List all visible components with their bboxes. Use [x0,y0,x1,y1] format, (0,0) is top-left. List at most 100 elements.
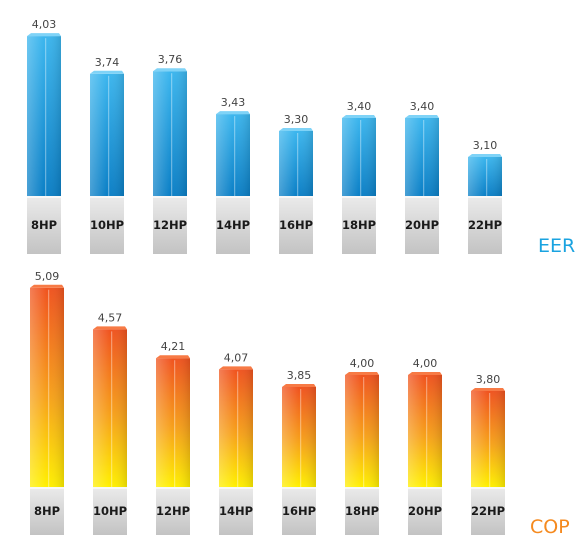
cop-category-label: 16HP [282,504,316,518]
cop-value-label: 3,85 [287,369,312,382]
cop-bar-shade [471,391,505,487]
cop-bar-shade [93,329,127,487]
cop-bar-base-block [219,487,253,535]
eer-bar [153,68,187,196]
eer-bar-base-block [342,196,376,254]
cop-value-label: 4,07 [224,351,249,364]
cop-category-label: 22HP [471,504,505,518]
eer-bar [27,33,61,196]
eer-bar-base [90,196,124,254]
cop-bar-base-rim [471,487,505,489]
cop-bar-base-rim [156,487,190,489]
cop-bar-base [93,487,127,535]
eer-bar [468,154,502,196]
eer-bar-cap [27,33,61,37]
eer-bar-base-block [405,196,439,254]
cop-bar-base [345,487,379,535]
eer-bar-base-block [90,196,124,254]
cop-category-label: 12HP [156,504,190,518]
cop-bar [219,366,253,487]
cop-bar-base [219,487,253,535]
cop-bar-base-block [156,487,190,535]
eer-value-label: 3,40 [347,100,372,113]
eer-bar-base [342,196,376,254]
cop-bar-shade [219,369,253,487]
cop-bar-base-rim [30,487,64,489]
eer-chart: 4,03 8HP 3,74 10HP 3,76 12HP 3,43 14HP 3,30 16HP 3… [27,18,502,254]
cop-bar-base [408,487,442,535]
eer-bar-base-block [27,196,61,254]
cop-category-label: 20HP [408,504,442,518]
eer-value-label: 3,10 [473,139,498,152]
cop-bar-cap [156,355,190,359]
cop-bar-base-rim [219,487,253,489]
eer-category-label: 18HP [342,218,376,232]
eer-bar-base [216,196,250,254]
cop-bar-cap [408,372,442,375]
cop-bar-base [156,487,190,535]
cop-bar-base-block [345,487,379,535]
cop-bar-base-block [30,487,64,535]
eer-category-label: 22HP [468,218,502,232]
cop-bar-base-block [408,487,442,535]
cop-category-label: 10HP [93,504,127,518]
eer-bar-base-rim [216,196,250,198]
eer-bar-base [279,196,313,254]
cop-value-label: 4,57 [98,311,123,324]
cop-bar-shade [156,358,190,487]
cop-bar [282,384,316,487]
eer-category-label: 12HP [153,218,187,232]
cop-bar-base [30,487,64,535]
cop-bar-cap [93,326,127,330]
cop-bar-cap [471,388,505,391]
eer-bar-cap [342,115,376,118]
cop-bar-base-rim [408,487,442,489]
eer-bar-base-rim [279,196,313,198]
eer-bar [90,70,124,196]
cop-bar [471,388,505,487]
eer-bar-shade [27,36,61,196]
cop-bar-shade [30,287,64,487]
eer-bar-base-block [153,196,187,254]
eer-chart-title: EER [538,235,575,257]
cop-bar-base-rim [345,487,379,489]
cop-bar-cap [345,372,379,375]
eer-bar [342,115,376,196]
eer-bar-shade [153,71,187,196]
cop-category-label: 8HP [34,504,60,518]
cop-bar [156,355,190,487]
cop-bar-base-block [282,487,316,535]
cop-bar-base [471,487,505,535]
cop-value-label: 4,21 [161,340,186,353]
eer-bar-base-rim [468,196,502,198]
eer-value-label: 3,43 [221,96,246,109]
cop-bar-base-block [93,487,127,535]
eer-bar-base-block [279,196,313,254]
eer-value-label: 3,74 [95,56,120,69]
cop-chart-title: COP [530,516,570,538]
eer-bar-base-block [468,196,502,254]
eer-bar-shade [279,131,313,196]
eer-bar-cap [279,128,313,131]
eer-category-label: 20HP [405,218,439,232]
cop-bar [30,284,64,487]
eer-bar-base-rim [405,196,439,198]
eer-bar [216,111,250,196]
cop-bar-base-block [471,487,505,535]
eer-category-label: 14HP [216,218,250,232]
cop-value-label: 4,00 [350,357,375,370]
cop-value-label: 5,09 [35,270,60,283]
eer-bar-cap [468,154,502,157]
eer-bar-shade [216,114,250,196]
eer-bar-shade [90,73,124,196]
eer-category-label: 16HP [279,218,313,232]
eer-bar-cap [153,68,187,72]
cop-bar-cap [30,284,64,288]
cop-bar-base-rim [282,487,316,489]
cop-bar-base [282,487,316,535]
eer-category-label: 8HP [31,218,57,232]
cop-bar-shade [345,375,379,487]
eer-bar-base [27,196,61,254]
eer-bar-cap [216,111,250,115]
